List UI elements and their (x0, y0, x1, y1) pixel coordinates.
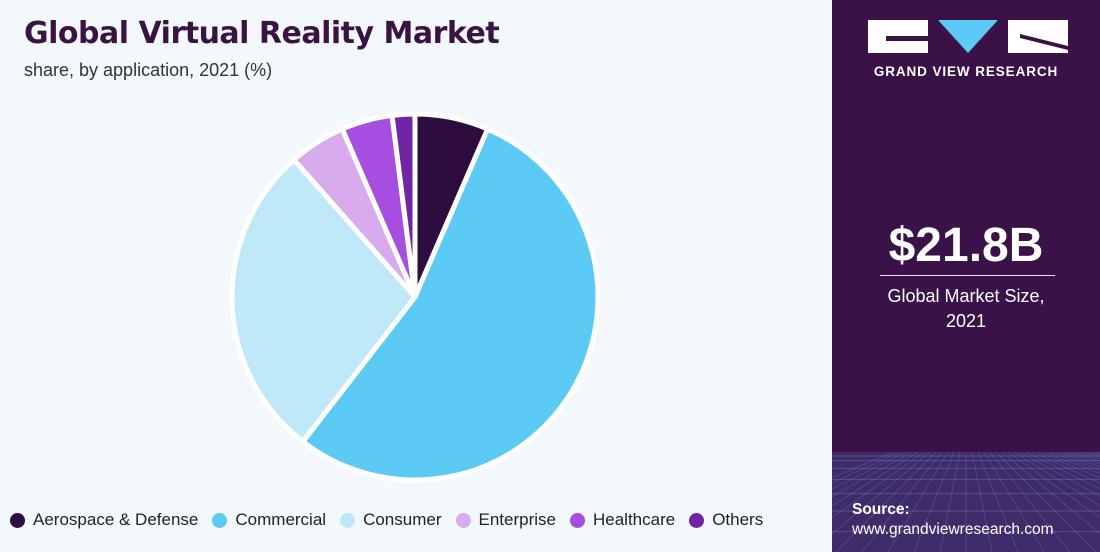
legend-swatch (569, 512, 585, 528)
legend-swatch (212, 512, 228, 528)
market-size-label-line1: Global Market Size, (887, 286, 1045, 306)
pie-slice-commercial (300, 126, 601, 483)
chart-title: Global Virtual Reality Market (24, 16, 500, 51)
source-url[interactable]: www.grandviewresearch.com (852, 521, 1054, 538)
legend-label: Consumer (363, 510, 442, 529)
legend-label: Enterprise (478, 510, 556, 529)
pie-slice-consumer (229, 157, 418, 445)
market-size-label-line2: 2021 (945, 311, 987, 331)
legend-item-others: Others (689, 510, 763, 530)
chart-panel: Global Virtual Reality Market share, by … (10, 16, 777, 530)
source: Source: www.grandviewresearch.com (852, 500, 1054, 540)
source-label: Source: (852, 501, 910, 518)
legend-item-enterprise: Enterprise (455, 510, 556, 530)
legend-swatch (340, 512, 356, 528)
market-size-label: Global Market Size, 2021 (832, 284, 1100, 334)
brand-name: GRAND VIEW RESEARCH (873, 64, 1059, 79)
legend-swatch (455, 512, 471, 528)
legend-label: Others (712, 510, 764, 529)
legend-label: Commercial (235, 510, 327, 529)
divider (880, 275, 1055, 276)
legend-swatch (10, 512, 25, 528)
pie-slice-others (389, 111, 418, 300)
legend-label: Healthcare (592, 510, 676, 529)
pie-chart (229, 111, 601, 483)
gvr-logo-icon (868, 20, 1068, 53)
legend-item-healthcare: Healthcare (569, 510, 676, 530)
legend-swatch (689, 512, 705, 528)
chart-subtitle: share, by application, 2021 (%) (24, 60, 273, 80)
legend-item-aerospace-defense: Aerospace & Defense (10, 510, 198, 530)
decorative-grid (832, 452, 1100, 552)
legend-item-commercial: Commercial (212, 510, 326, 530)
legend-label: Aerospace & Defense (33, 510, 199, 529)
chart-legend: Aerospace & Defense Commercial Consumer Ent… (10, 510, 777, 530)
info-panel: GRAND VIEW RESEARCH $21.8B Global Market… (832, 0, 1100, 552)
legend-item-consumer: Consumer (340, 510, 442, 530)
market-size-value: $21.8B (888, 219, 1044, 272)
